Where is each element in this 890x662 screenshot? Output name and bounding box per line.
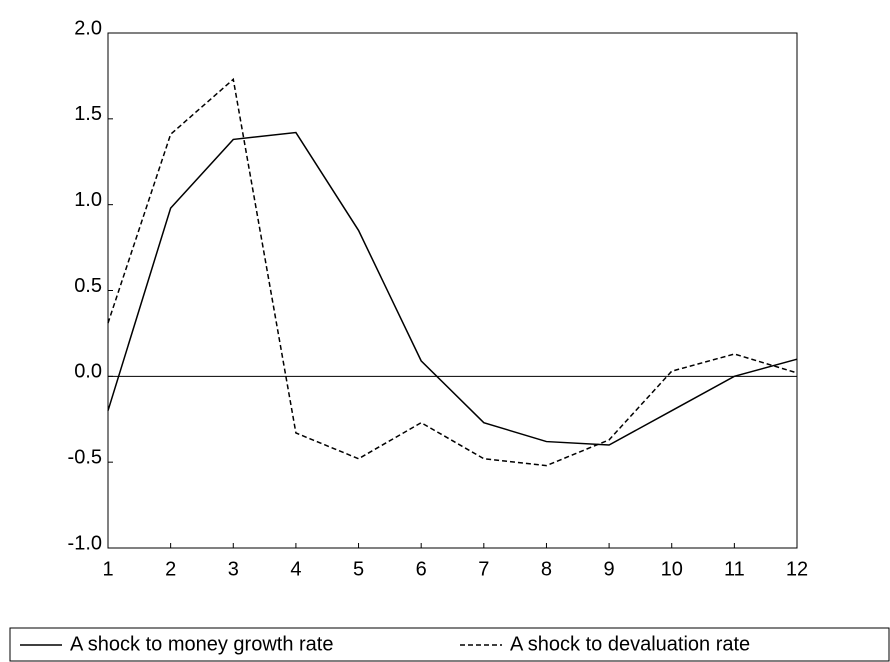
y-tick-label: 2.0 <box>74 17 102 39</box>
series-line <box>107 77 798 467</box>
x-tick-label: 10 <box>661 558 683 580</box>
series-line <box>107 131 798 446</box>
x-tick-label: 9 <box>604 558 615 580</box>
x-tick-label: 4 <box>290 558 301 580</box>
x-tick-label: 8 <box>541 558 552 580</box>
x-tick-label: 2 <box>165 558 176 580</box>
legend-label: A shock to devaluation rate <box>510 633 750 655</box>
y-tick-label: 0.0 <box>74 361 102 383</box>
x-tick-label: 3 <box>228 558 239 580</box>
plot-frame <box>107 32 798 549</box>
x-tick-label: 7 <box>478 558 489 580</box>
y-tick-label: 1.5 <box>74 103 102 125</box>
legend-label: A shock to money growth rate <box>70 633 333 655</box>
legend-box <box>9 627 890 662</box>
x-tick-label: 6 <box>416 558 427 580</box>
x-tick-label: 1 <box>102 558 113 580</box>
y-tick-label: -0.5 <box>68 446 102 468</box>
y-tick-label: -1.0 <box>68 532 102 554</box>
y-tick-label: 1.0 <box>74 189 102 211</box>
x-tick-label: 12 <box>786 558 808 580</box>
x-tick-label: 11 <box>724 558 745 580</box>
y-tick-label: 0.5 <box>74 275 102 297</box>
x-tick-label: 5 <box>353 558 364 580</box>
